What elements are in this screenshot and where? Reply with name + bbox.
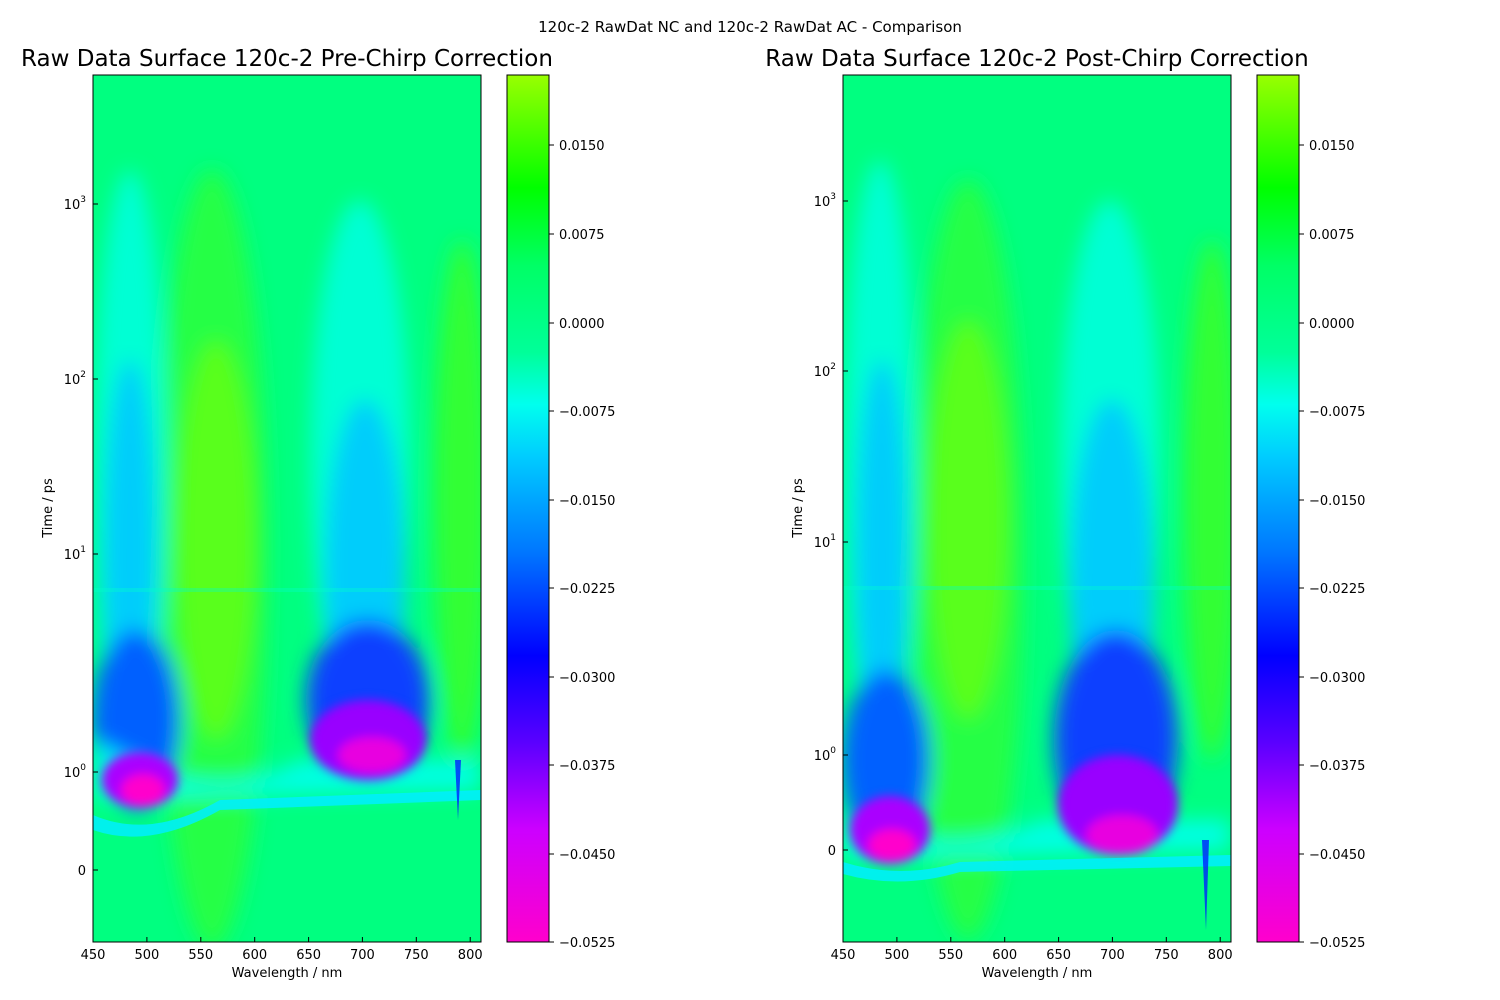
- x-tick-label: 700: [1100, 948, 1125, 963]
- y-tick-label: 101: [64, 545, 86, 563]
- heatmap-surface: [843, 75, 1231, 942]
- x-tick-label: 500: [134, 948, 159, 963]
- y-tick-label: 103: [64, 195, 86, 213]
- heatmap-surface: [93, 75, 481, 942]
- y-tick-label: 100: [814, 746, 837, 764]
- colorbar-tick-label: −0.0300: [559, 671, 615, 686]
- x-axis-label: Wavelength / nm: [232, 966, 343, 981]
- figure-title: 120c-2 RawDat NC and 120c-2 RawDat AC - …: [538, 18, 962, 36]
- colorbar-tick-label: 0.0150: [1309, 139, 1355, 154]
- colorbar-tick-label: 0.0075: [1309, 228, 1355, 243]
- colorbar-tick-label: 0.0000: [559, 317, 605, 332]
- y-axis-label: Time / ps: [791, 478, 806, 539]
- y-tick-label: 0: [78, 864, 86, 879]
- x-tick-label: 750: [404, 948, 429, 963]
- x-tick-label: 600: [992, 948, 1017, 963]
- x-tick-label: 650: [296, 948, 321, 963]
- x-tick-label: 600: [242, 948, 267, 963]
- x-tick-label: 550: [938, 948, 963, 963]
- panel-title: Raw Data Surface 120c-2 Post-Chirp Corre…: [765, 46, 1308, 72]
- colorbar-tick-label: −0.0450: [1309, 848, 1365, 863]
- colorbar-tick-label: −0.0375: [1309, 759, 1365, 774]
- y-tick-label: 102: [64, 370, 86, 388]
- colorbar-tick-label: −0.0525: [559, 936, 615, 951]
- y-axis: 0 100 101 102 103: [814, 192, 848, 859]
- panel-title: Raw Data Surface 120c-2 Pre-Chirp Correc…: [21, 46, 553, 72]
- x-tick-label: 450: [831, 948, 856, 963]
- x-tick-label: 500: [884, 948, 909, 963]
- x-tick-label: 650: [1046, 948, 1071, 963]
- colorbar-tick-label: −0.0075: [559, 405, 615, 420]
- colorbar-tick-label: −0.0075: [1309, 405, 1365, 420]
- panel-pre-chirp: Raw Data Surface 120c-2 Pre-Chirp Correc…: [21, 46, 615, 981]
- colorbar-tick-label: −0.0150: [559, 494, 615, 509]
- colorbar-tick-label: −0.0225: [559, 582, 615, 597]
- y-tick-label: 103: [814, 192, 836, 210]
- x-tick-label: 800: [458, 948, 483, 963]
- y-tick-label: 102: [814, 362, 836, 380]
- x-axis: 450 500 550 600 650 700 750 800: [81, 937, 483, 963]
- x-axis-label: Wavelength / nm: [982, 966, 1093, 981]
- x-tick-label: 550: [188, 948, 213, 963]
- colorbar-tick-label: −0.0150: [1309, 494, 1365, 509]
- colorbar-tick-label: −0.0450: [559, 848, 615, 863]
- colorbar-tick-label: 0.0000: [1309, 317, 1355, 332]
- colorbar-tick-label: −0.0375: [559, 759, 615, 774]
- y-tick-label: 0: [828, 844, 836, 859]
- y-axis: 0 100 101 102 103: [64, 195, 98, 879]
- colorbar-tick-label: −0.0300: [1309, 671, 1365, 686]
- x-tick-label: 750: [1154, 948, 1179, 963]
- colorbar-tick-label: −0.0225: [1309, 582, 1365, 597]
- colorbar: 0.0150 0.0075 0.0000 −0.0075 −0.0150 −0.…: [506, 74, 615, 951]
- y-tick-label: 100: [64, 763, 87, 781]
- colorbar-tick-label: 0.0150: [559, 139, 605, 154]
- y-tick-label: 101: [814, 533, 836, 551]
- colorbar-tick-label: −0.0525: [1309, 936, 1365, 951]
- y-axis-label: Time / ps: [41, 478, 56, 539]
- colorbar-tick-label: 0.0075: [559, 228, 605, 243]
- panel-post-chirp: Raw Data Surface 120c-2 Post-Chirp Corre…: [765, 46, 1365, 981]
- x-axis: 450 500 550 600 650 700 750 800: [831, 937, 1233, 963]
- colorbar: 0.0150 0.0075 0.0000 −0.0075 −0.0150 −0.…: [1256, 74, 1365, 951]
- x-tick-label: 800: [1208, 948, 1233, 963]
- x-tick-label: 450: [81, 948, 106, 963]
- x-tick-label: 700: [350, 948, 375, 963]
